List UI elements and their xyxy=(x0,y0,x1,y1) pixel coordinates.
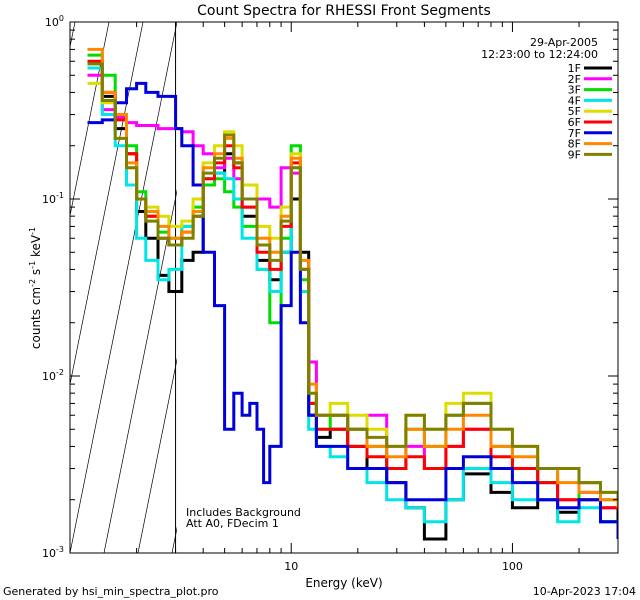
legend-label-4F: 4F xyxy=(568,94,581,107)
x-tick-label-10: 10 xyxy=(284,560,298,573)
hatch-line xyxy=(580,0,640,553)
axis-ticks xyxy=(69,21,619,554)
x-tick-label-100: 100 xyxy=(502,560,523,573)
series-7F-line xyxy=(87,81,618,539)
hatch-line xyxy=(546,0,640,553)
legend-label-9F: 9F xyxy=(568,148,581,161)
legend-label-2F: 2F xyxy=(568,73,581,86)
x-axis-label: Energy (keV) xyxy=(305,576,382,590)
legend-label-8F: 8F xyxy=(568,138,581,151)
y-tick-label-2: 10-2 xyxy=(42,368,64,383)
y-tick-label-1: 10-1 xyxy=(42,191,64,206)
time-range-label: 12:23:00 to 12:24:00 xyxy=(481,48,598,61)
hatch-line xyxy=(70,22,110,218)
legend-label-6F: 6F xyxy=(568,116,581,129)
hatch-line xyxy=(376,0,496,553)
series-5F-line xyxy=(87,81,618,500)
legend-label-3F: 3F xyxy=(568,84,581,97)
y-tick-label-0: 100 xyxy=(45,14,64,29)
hatch-line xyxy=(70,22,76,49)
hatch-line xyxy=(70,22,177,553)
y-axis-label: counts cm-2 s-1 keV-1 xyxy=(28,227,43,349)
hatch-line xyxy=(103,188,177,553)
series-3F-line xyxy=(87,53,618,508)
footer-generated-by: Generated by hsi_min_spectra_plot.pro xyxy=(3,585,219,598)
annotation-background: Includes Background xyxy=(186,506,301,519)
hatch-line xyxy=(171,526,177,553)
series-9F-line xyxy=(87,62,618,500)
footer-timestamp: 10-Apr-2023 17:04 xyxy=(533,585,636,598)
date-label: 29-Apr-2005 xyxy=(530,36,598,49)
hatch-line xyxy=(0,0,20,553)
legend-label-7F: 7F xyxy=(568,127,581,140)
legend-label-1F: 1F xyxy=(568,62,581,75)
y-tick-label-3: 10-3 xyxy=(42,545,64,560)
hatch-line xyxy=(70,22,144,387)
annotation-attenuator: Att A0, FDecim 1 xyxy=(186,517,279,530)
hatch-line xyxy=(137,357,177,553)
series-2F-line xyxy=(87,73,618,510)
hatch-line xyxy=(0,0,54,553)
hatch-line xyxy=(342,0,462,553)
series-layer xyxy=(87,47,618,541)
plot-frame xyxy=(69,21,619,554)
legend-label-5F: 5F xyxy=(568,105,581,118)
chart-title: Count Spectra for RHESSI Front Segments xyxy=(197,3,491,19)
